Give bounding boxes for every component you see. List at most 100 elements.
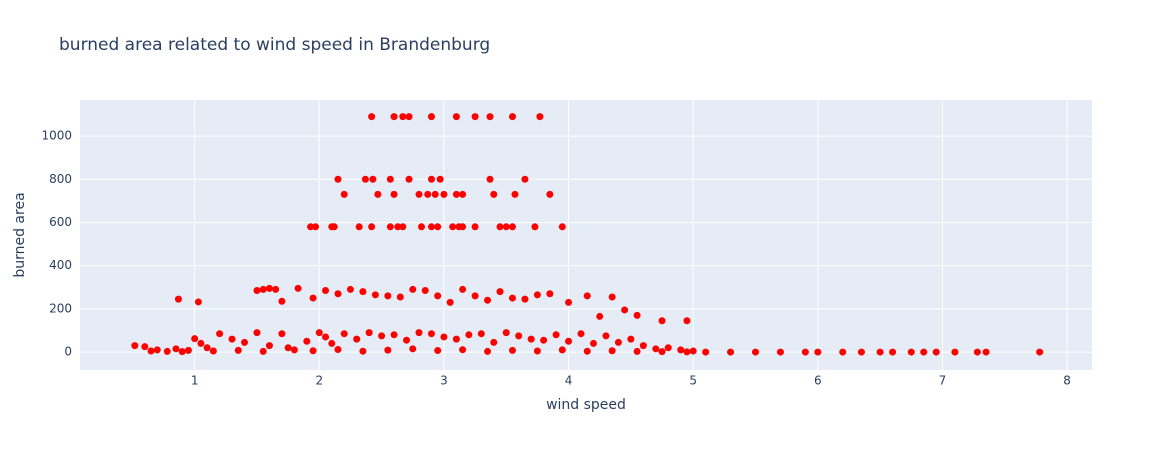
point	[596, 312, 604, 320]
point	[471, 113, 479, 121]
point	[565, 298, 573, 306]
point	[153, 346, 161, 354]
point	[664, 344, 672, 352]
point	[446, 298, 454, 306]
point	[434, 223, 442, 231]
point	[583, 292, 591, 300]
point	[589, 339, 597, 347]
point	[390, 113, 398, 121]
point	[982, 348, 990, 356]
point	[359, 288, 367, 296]
point	[459, 190, 467, 198]
point	[486, 113, 494, 121]
point	[384, 346, 392, 354]
chart-title: burned area related to wind speed in Bra…	[59, 35, 490, 55]
point	[531, 223, 539, 231]
point	[253, 287, 261, 295]
point	[368, 223, 376, 231]
y-tick-label: 800	[49, 172, 72, 186]
point	[131, 342, 139, 350]
point	[141, 343, 149, 351]
point	[814, 348, 822, 356]
point	[431, 190, 439, 198]
point	[652, 345, 660, 353]
point	[409, 285, 417, 293]
point	[322, 333, 330, 341]
point	[415, 190, 423, 198]
point	[536, 113, 544, 121]
point	[477, 330, 485, 338]
point	[340, 330, 348, 338]
x-tick-label: 2	[315, 374, 323, 388]
point	[683, 317, 691, 325]
point	[290, 346, 298, 354]
point	[334, 290, 342, 298]
point	[272, 285, 280, 293]
point	[396, 293, 404, 301]
point	[907, 348, 915, 356]
point	[427, 223, 435, 231]
point	[147, 347, 155, 355]
point	[415, 329, 423, 337]
point	[334, 175, 342, 183]
point	[386, 175, 394, 183]
x-tick-label: 1	[191, 374, 199, 388]
point	[405, 175, 413, 183]
point	[294, 284, 302, 292]
point	[365, 329, 373, 337]
point	[583, 347, 591, 355]
point	[508, 346, 516, 354]
point	[374, 190, 382, 198]
y-tick-label: 200	[49, 301, 72, 315]
point	[394, 223, 402, 231]
y-axis-label: burned area	[12, 192, 28, 277]
y-tick-label: 1000	[41, 129, 72, 143]
point	[340, 190, 348, 198]
point	[315, 329, 323, 337]
point	[369, 175, 377, 183]
point	[602, 332, 610, 340]
point	[303, 337, 311, 345]
point	[658, 317, 666, 325]
point	[368, 113, 376, 121]
point	[399, 223, 407, 231]
x-axis-label: wind speed	[546, 397, 626, 413]
point	[702, 348, 710, 356]
point	[424, 190, 432, 198]
point	[178, 348, 186, 356]
point	[521, 175, 529, 183]
point	[278, 330, 286, 338]
point	[459, 346, 467, 354]
point	[558, 223, 566, 231]
point	[508, 113, 516, 121]
x-tick-label: 3	[440, 374, 448, 388]
point	[163, 347, 171, 355]
point	[621, 306, 629, 314]
point	[857, 348, 865, 356]
point	[452, 335, 460, 343]
point	[486, 175, 494, 183]
point	[172, 345, 180, 353]
point	[452, 190, 460, 198]
point	[259, 347, 267, 355]
point	[440, 333, 448, 341]
point	[403, 336, 411, 344]
point	[521, 295, 529, 303]
point	[427, 330, 435, 338]
point	[920, 348, 928, 356]
point	[427, 113, 435, 121]
point	[614, 338, 622, 346]
point	[330, 223, 338, 231]
point	[683, 348, 691, 356]
x-tick-label: 8	[1063, 374, 1071, 388]
point	[328, 339, 336, 347]
point	[405, 113, 413, 121]
point	[727, 348, 735, 356]
point	[546, 190, 554, 198]
point	[973, 348, 981, 356]
point	[508, 223, 516, 231]
point	[241, 338, 249, 346]
point	[502, 223, 510, 231]
point	[378, 332, 386, 340]
